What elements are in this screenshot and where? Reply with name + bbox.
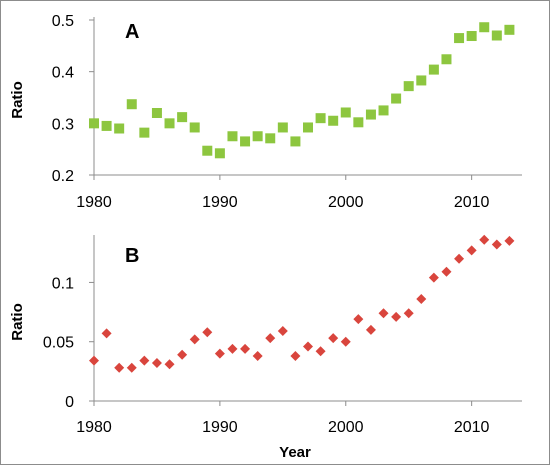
panel-b-x-axis-title: Year [279,444,311,461]
data-point [164,359,175,370]
data-point [177,349,188,360]
data-point [491,239,502,250]
data-point [466,245,477,256]
data-point [214,148,225,159]
data-point [252,131,263,142]
data-point [151,358,162,369]
data-point [240,136,251,147]
data-point [89,118,99,129]
data-point [340,336,351,347]
data-point [277,326,288,337]
data-point [454,253,465,264]
y-tick-label: 0.5 [52,13,74,30]
data-point [454,33,465,44]
panel-a-points [89,22,515,159]
data-point [504,235,515,246]
panel-a-chart: A Ratio 0.2 0.3 0.4 0.5 1980 1990 2000 2010 [9,13,522,211]
data-point [290,350,301,361]
data-point [101,120,112,131]
y-tick-label: 0 [65,394,74,411]
data-point [391,311,402,322]
x-tick-label: 2010 [454,419,490,436]
y-tick-label: 0.2 [52,168,74,185]
data-point [353,117,364,128]
data-point [189,334,200,345]
data-point [189,122,200,133]
data-point [202,145,213,156]
data-point [479,234,490,245]
y-tick-label: 0.3 [52,116,74,133]
data-point [101,328,112,339]
panel-b-label: B [125,245,139,267]
data-point [403,308,414,319]
y-tick-label: 0.1 [52,275,74,292]
data-point [428,272,439,283]
data-point [315,346,326,357]
data-point [403,81,414,92]
data-point [466,31,477,42]
data-point [504,24,515,35]
data-point [139,127,150,138]
panel-b-y-ticks: 0 0.05 0.1 [43,275,94,411]
data-point [126,362,137,373]
panel-a-y-ticks: 0.2 0.3 0.4 0.5 [52,13,94,185]
y-tick-label: 0.4 [52,65,74,82]
panel-b-points [89,234,515,373]
y-tick-label: 0.05 [43,335,74,352]
data-point [303,341,313,352]
data-point [416,75,427,86]
data-point [214,348,225,359]
data-point [227,131,238,142]
x-tick-label: 2000 [328,419,364,436]
panel-a-x-ticks: 1980 1990 2000 2010 [76,175,490,211]
data-point [277,122,288,133]
x-tick-label: 1980 [76,194,112,211]
panel-b-chart: B Ratio Year 0 0.05 0.1 1980 1990 2000 2010 [9,234,522,461]
x-tick-label: 1990 [202,419,238,436]
data-point [139,355,150,366]
x-tick-label: 1980 [76,419,112,436]
data-point [265,133,276,144]
data-point [328,333,339,344]
data-point [353,314,364,325]
data-point [441,54,452,65]
data-point [441,266,452,277]
data-point [177,112,188,123]
data-point [164,118,175,129]
x-tick-label: 1990 [202,194,238,211]
data-point [252,350,263,361]
data-point [378,105,389,116]
data-point [491,30,502,41]
data-point [340,107,351,118]
data-point [328,115,339,126]
data-point [126,99,137,110]
data-point [303,122,313,133]
data-point [151,108,162,118]
data-point [265,333,276,344]
data-point [315,113,326,124]
panel-b-x-ticks: 1980 1990 2000 2010 [76,401,490,436]
data-point [378,308,389,319]
x-tick-label: 2000 [328,194,364,211]
data-point [479,22,490,33]
data-point [391,93,402,104]
data-point [365,109,376,120]
data-point [416,294,427,305]
data-point [227,343,238,354]
x-tick-label: 2010 [454,194,490,211]
data-point [290,136,301,147]
data-point [240,343,251,354]
data-point [202,327,213,338]
data-point [365,324,376,335]
panel-a-y-axis-title: Ratio [9,81,26,119]
data-point [428,64,439,75]
panel-a-label: A [125,21,139,43]
data-point [114,123,125,134]
data-point [89,355,99,366]
data-point [114,362,125,373]
panel-b-y-axis-title: Ratio [9,303,26,341]
